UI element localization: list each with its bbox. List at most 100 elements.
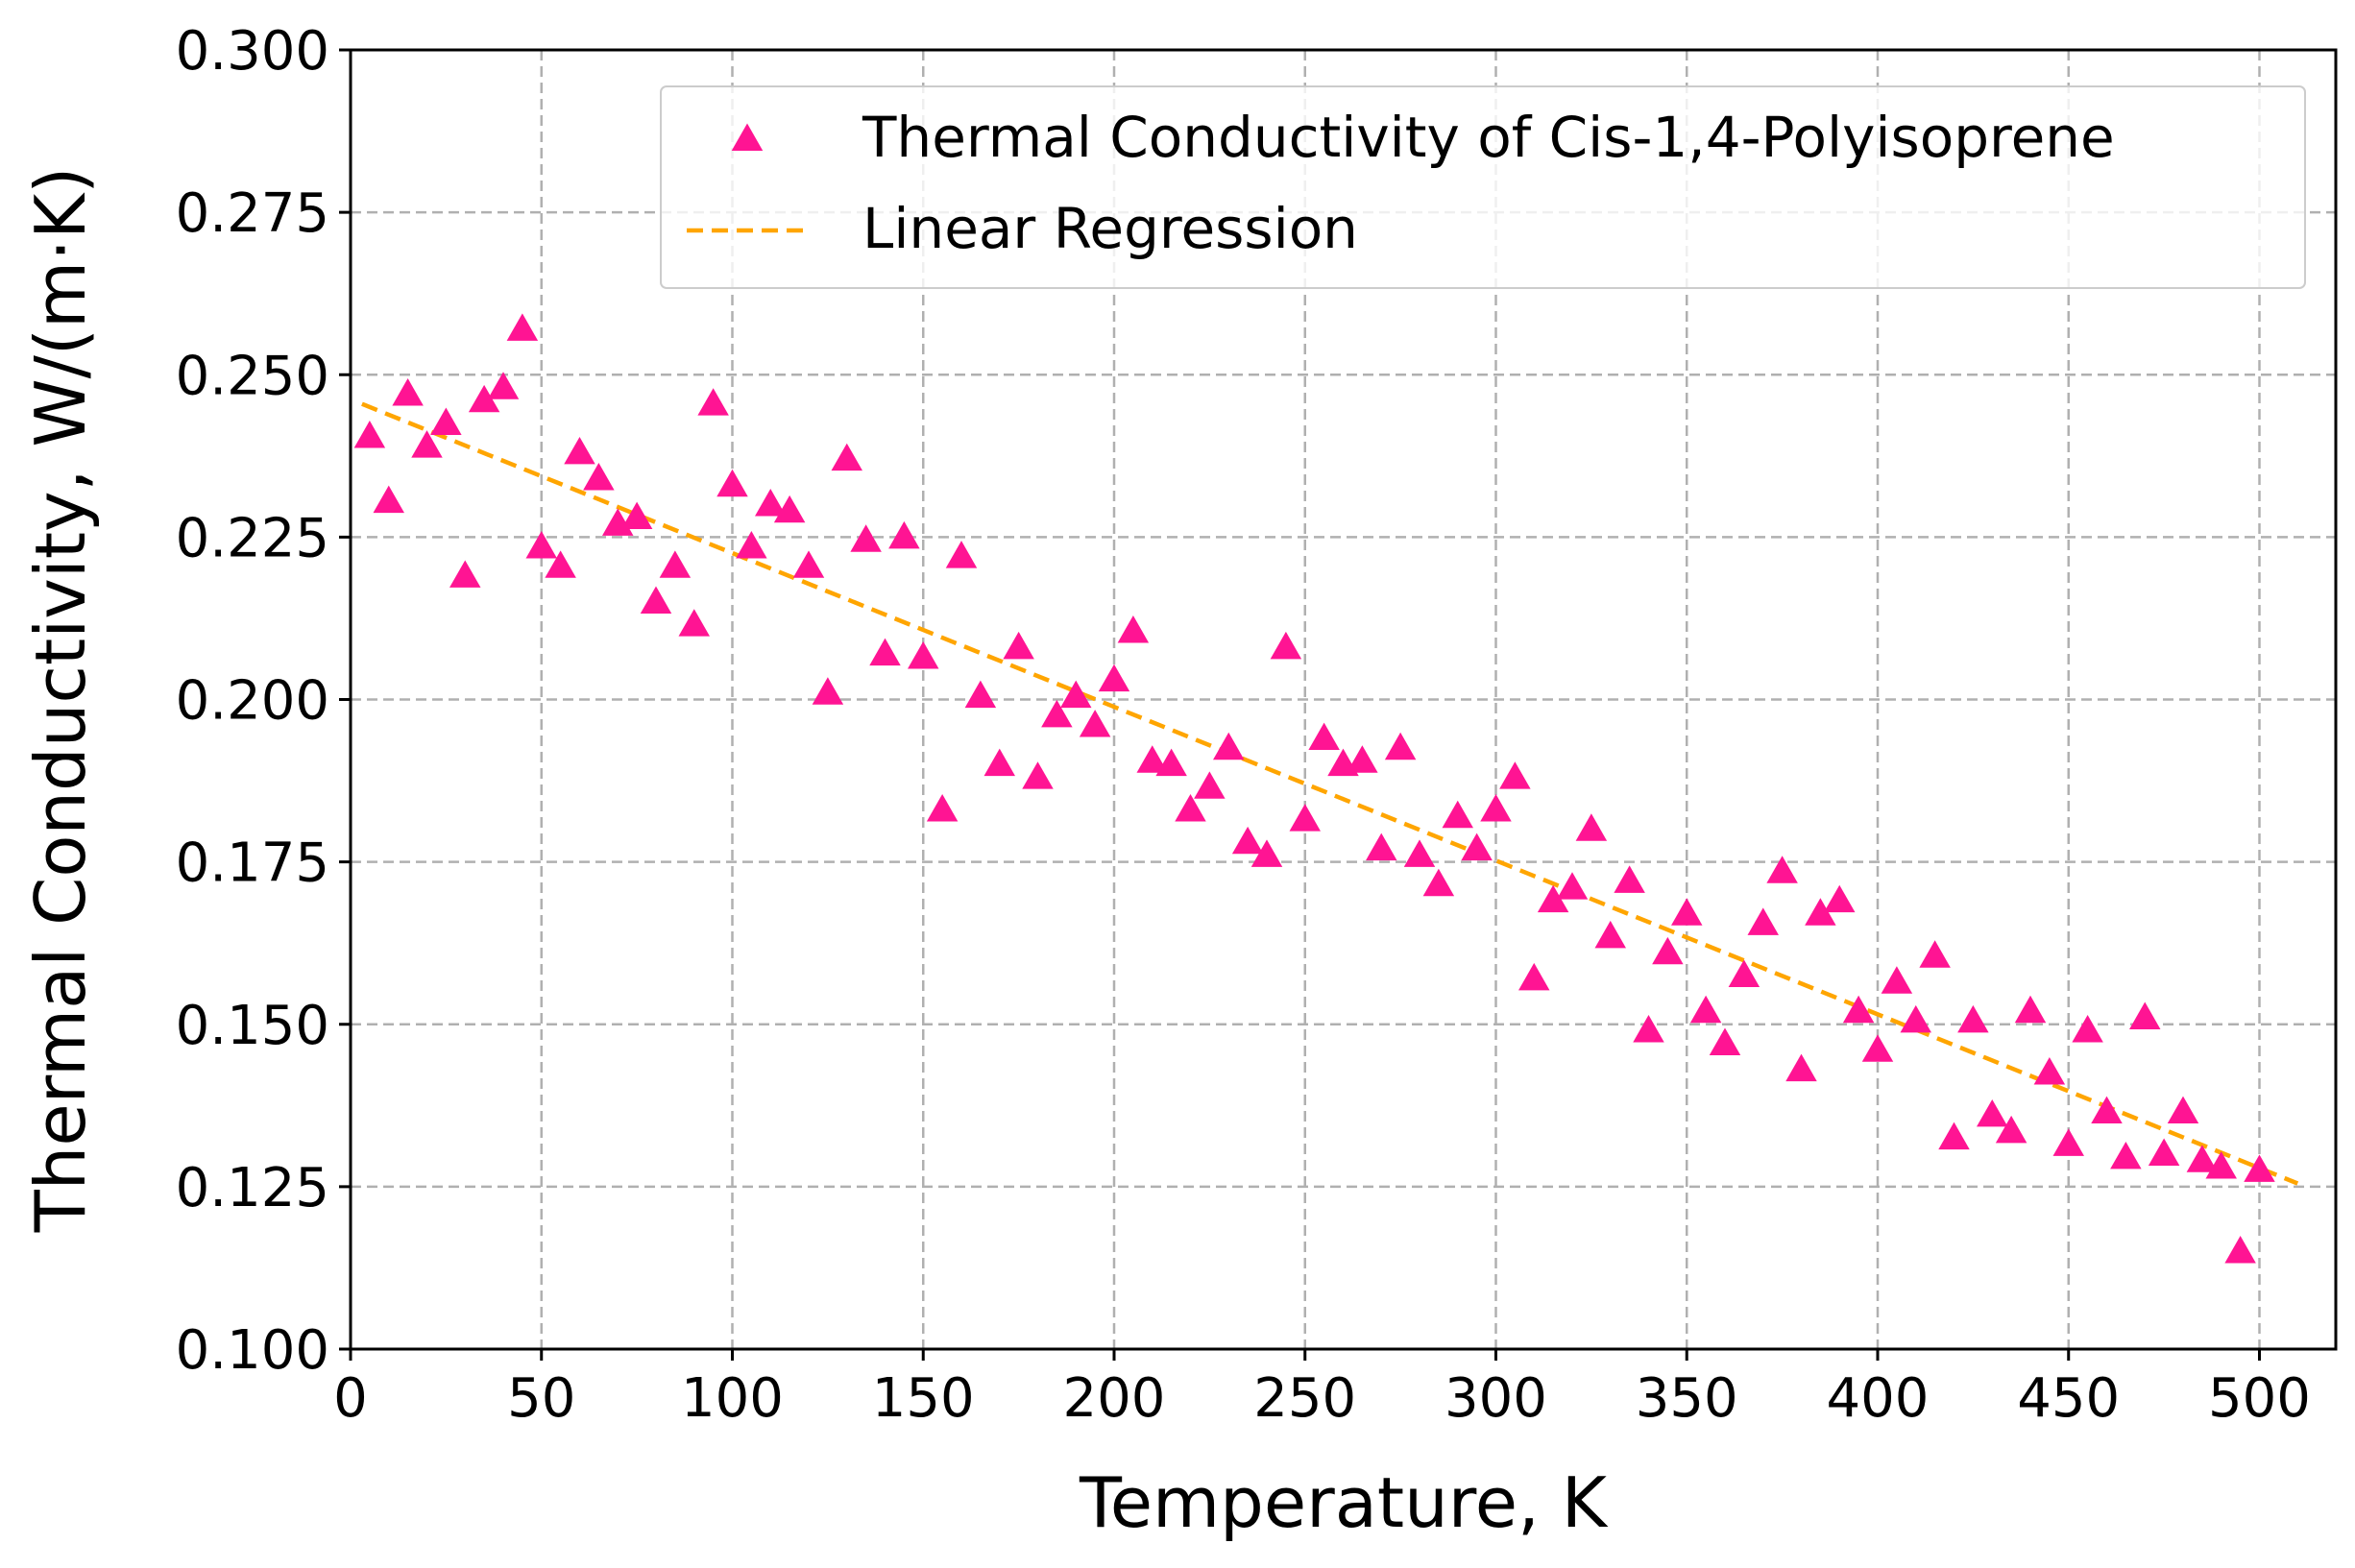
data-point — [659, 550, 692, 578]
x-axis-ticks: 0 50 100 150 200 250 300 350 400 450 500 — [333, 1349, 2311, 1430]
y-axis-ticks: 0.100 0.125 0.150 0.175 0.200 0.225 0.250 0.275… — [176, 20, 351, 1382]
data-point — [1194, 771, 1226, 799]
data-point — [678, 609, 710, 637]
data-point — [1614, 865, 1645, 893]
y-tick-label: 0.125 — [176, 1157, 329, 1219]
data-point — [2110, 1141, 2142, 1170]
data-point — [1175, 794, 1206, 822]
data-point — [564, 436, 595, 465]
legend-triangle-marker-icon — [731, 123, 764, 151]
data-point — [430, 407, 462, 435]
data-point — [831, 443, 862, 471]
data-point — [373, 485, 404, 514]
data-point — [1689, 995, 1722, 1024]
data-point — [716, 469, 748, 497]
data-points — [353, 313, 2275, 1264]
data-point — [2186, 1145, 2219, 1172]
data-point — [487, 372, 520, 399]
data-point — [1250, 839, 1283, 867]
y-tick-label: 0.275 — [176, 182, 329, 245]
data-point — [1652, 936, 1684, 965]
x-tick-label: 400 — [1827, 1367, 1930, 1430]
data-point — [2052, 1128, 2084, 1156]
data-point — [1881, 966, 1913, 994]
x-tick-label: 500 — [2208, 1367, 2311, 1430]
data-point — [1366, 832, 1397, 861]
data-point — [1785, 1053, 1817, 1082]
data-point — [1766, 856, 1798, 883]
data-point — [1155, 748, 1187, 777]
data-point — [468, 384, 500, 413]
data-point — [353, 421, 386, 448]
regression-layer — [361, 401, 2299, 1186]
data-point — [1384, 732, 1417, 760]
data-point — [1995, 1115, 2027, 1144]
data-point — [1403, 839, 1436, 867]
data-point — [1442, 800, 1473, 829]
data-point — [1270, 631, 1302, 660]
data-point — [392, 378, 424, 406]
data-point — [773, 495, 806, 523]
data-point — [888, 520, 920, 549]
data-point — [812, 677, 844, 705]
data-point — [1556, 872, 1589, 900]
data-point — [1861, 1034, 1894, 1062]
data-point — [1308, 722, 1340, 751]
data-point — [1022, 761, 1054, 789]
legend-label-scatter: Thermal Conductivity of Cis-1,4-Polyisop… — [862, 105, 2115, 170]
data-point — [1728, 959, 1760, 987]
data-point — [736, 531, 767, 559]
data-point — [1079, 710, 1111, 737]
data-point — [1957, 1004, 1989, 1033]
data-point — [983, 748, 1015, 777]
y-tick-label: 0.150 — [176, 995, 329, 1057]
y-axis-title: Thermal Conductivity, W/(m·K) — [20, 167, 101, 1234]
x-tick-label: 150 — [872, 1367, 975, 1430]
data-point — [1499, 761, 1531, 789]
data-point — [1824, 884, 1856, 913]
x-tick-label: 250 — [1253, 1367, 1356, 1430]
data-point — [1347, 745, 1378, 773]
data-point — [1842, 995, 1875, 1024]
legend-box — [660, 85, 2306, 289]
x-tick-label: 50 — [507, 1367, 575, 1430]
data-point — [1136, 745, 1168, 773]
x-axis-title: Temperature, K — [1079, 1462, 1609, 1543]
data-point — [1480, 794, 1512, 822]
data-point — [1098, 663, 1130, 692]
data-point — [1422, 868, 1455, 897]
data-point — [2244, 1154, 2275, 1182]
data-point — [1289, 804, 1321, 832]
y-tick-label: 0.300 — [176, 20, 329, 83]
data-point — [1575, 813, 1608, 841]
data-point — [945, 541, 978, 568]
data-point — [583, 462, 615, 491]
y-tick-label: 0.100 — [176, 1319, 329, 1382]
data-point — [2129, 1001, 2161, 1029]
data-point — [2072, 1015, 2103, 1043]
data-point — [1633, 1015, 1664, 1043]
data-point — [869, 638, 901, 666]
data-point — [1709, 1027, 1741, 1056]
x-tick-label: 200 — [1063, 1367, 1166, 1430]
data-point — [545, 550, 576, 578]
x-tick-label: 100 — [681, 1367, 784, 1430]
y-tick-label: 0.200 — [176, 670, 329, 733]
data-point — [1213, 732, 1245, 760]
x-tick-label: 0 — [333, 1367, 368, 1430]
data-point — [525, 531, 557, 559]
data-point — [1938, 1122, 1970, 1150]
y-tick-label: 0.225 — [176, 507, 329, 569]
y-tick-label: 0.250 — [176, 345, 329, 407]
data-point — [1060, 680, 1092, 709]
data-point — [1518, 962, 1550, 991]
data-point — [1900, 1004, 1931, 1033]
data-point — [2167, 1096, 2199, 1124]
data-point — [1537, 884, 1569, 913]
data-point — [792, 550, 825, 578]
x-tick-label: 300 — [1445, 1367, 1547, 1430]
data-point — [1041, 699, 1073, 728]
data-point — [964, 680, 997, 709]
